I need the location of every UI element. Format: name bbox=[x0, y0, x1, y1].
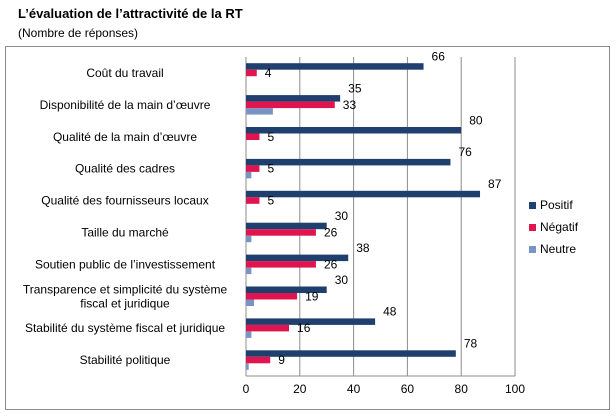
data-label: 26 bbox=[324, 225, 338, 239]
bars bbox=[246, 63, 481, 370]
bar bbox=[246, 235, 252, 243]
category-label: Transparence et simplicité du système fis… bbox=[23, 282, 228, 310]
bar bbox=[246, 69, 257, 77]
category-label: Coût du travail bbox=[86, 66, 163, 80]
data-label: 30 bbox=[335, 209, 349, 223]
data-label: 35 bbox=[348, 81, 362, 95]
data-label: 9 bbox=[278, 353, 285, 367]
bar bbox=[246, 261, 316, 268]
data-label: 80 bbox=[469, 113, 483, 127]
data-label: 76 bbox=[458, 145, 472, 159]
x-tick-label: 20 bbox=[293, 382, 307, 396]
legend-label: Positif bbox=[540, 198, 573, 212]
x-tick-label: 80 bbox=[455, 382, 469, 396]
bar bbox=[246, 190, 481, 198]
data-label: 5 bbox=[267, 194, 274, 208]
category-label: Qualité de la main d’œuvre bbox=[53, 130, 197, 144]
x-tick-label: 100 bbox=[505, 382, 525, 396]
bar bbox=[246, 356, 271, 364]
bar bbox=[246, 165, 260, 172]
bar bbox=[246, 286, 327, 293]
chart-frame bbox=[5, 46, 610, 410]
data-label: 19 bbox=[305, 289, 319, 303]
data-label: 16 bbox=[297, 321, 311, 335]
category-label: Qualité des cadres bbox=[75, 162, 175, 176]
data-label: 33 bbox=[343, 98, 357, 112]
bar bbox=[246, 171, 252, 179]
bar bbox=[246, 324, 290, 332]
legend-label: Neutre bbox=[540, 242, 576, 256]
bar bbox=[246, 101, 335, 109]
data-label: 4 bbox=[265, 66, 272, 80]
category-label: Disponibilité de la main d’œuvre bbox=[40, 98, 211, 112]
data-label: 38 bbox=[356, 241, 370, 255]
bar bbox=[246, 331, 252, 338]
chart-subtitle: (Nombre de réponses) bbox=[18, 26, 139, 40]
legend-swatch bbox=[529, 224, 536, 231]
bar bbox=[246, 108, 273, 115]
x-tick-label: 40 bbox=[347, 382, 361, 396]
category-label: Soutien public de l’investissement bbox=[35, 257, 216, 271]
bar bbox=[246, 318, 376, 325]
bar bbox=[246, 229, 316, 236]
bar bbox=[246, 222, 327, 230]
category-label: Stabilité politique bbox=[80, 353, 171, 367]
category-labels: Coût du travail Disponibilité de la main … bbox=[23, 66, 228, 367]
chart-title: L’évaluation de l’attractivité de la RT bbox=[18, 6, 243, 21]
bar bbox=[246, 158, 451, 166]
x-tick-labels: 0 20 40 60 80 100 bbox=[243, 382, 526, 396]
bar bbox=[246, 63, 424, 70]
category-label: Taille du marché bbox=[81, 225, 169, 239]
bar bbox=[246, 293, 298, 300]
legend-swatch bbox=[529, 202, 536, 209]
data-label: 48 bbox=[383, 305, 397, 319]
category-label: Qualité des fournisseurs locaux bbox=[41, 194, 208, 208]
legend-label: Négatif bbox=[540, 220, 579, 234]
legend: Positif Négatif Neutre bbox=[529, 198, 579, 256]
data-label: 30 bbox=[335, 273, 349, 287]
bar bbox=[246, 267, 252, 275]
bar bbox=[246, 363, 249, 370]
bar bbox=[246, 299, 255, 306]
bar bbox=[246, 254, 349, 262]
category-label: Stabilité du système fiscal et juridique bbox=[25, 321, 225, 335]
bar bbox=[246, 350, 456, 357]
bar bbox=[246, 95, 341, 102]
bar bbox=[246, 133, 260, 140]
data-label: 5 bbox=[267, 162, 274, 176]
x-tick-label: 60 bbox=[401, 382, 415, 396]
legend-swatch bbox=[529, 246, 536, 253]
bar bbox=[246, 127, 462, 134]
x-tick-label: 0 bbox=[243, 382, 250, 396]
data-label: 66 bbox=[432, 49, 446, 63]
bar bbox=[246, 197, 260, 204]
data-label: 5 bbox=[267, 130, 274, 144]
data-label: 78 bbox=[464, 337, 478, 351]
data-labels: 66 4 35 33 80 5 76 5 87 5 30 26 38 26 30 19 48 16 78 9 bbox=[265, 49, 502, 367]
data-label: 87 bbox=[488, 177, 502, 191]
data-label: 26 bbox=[324, 257, 338, 271]
